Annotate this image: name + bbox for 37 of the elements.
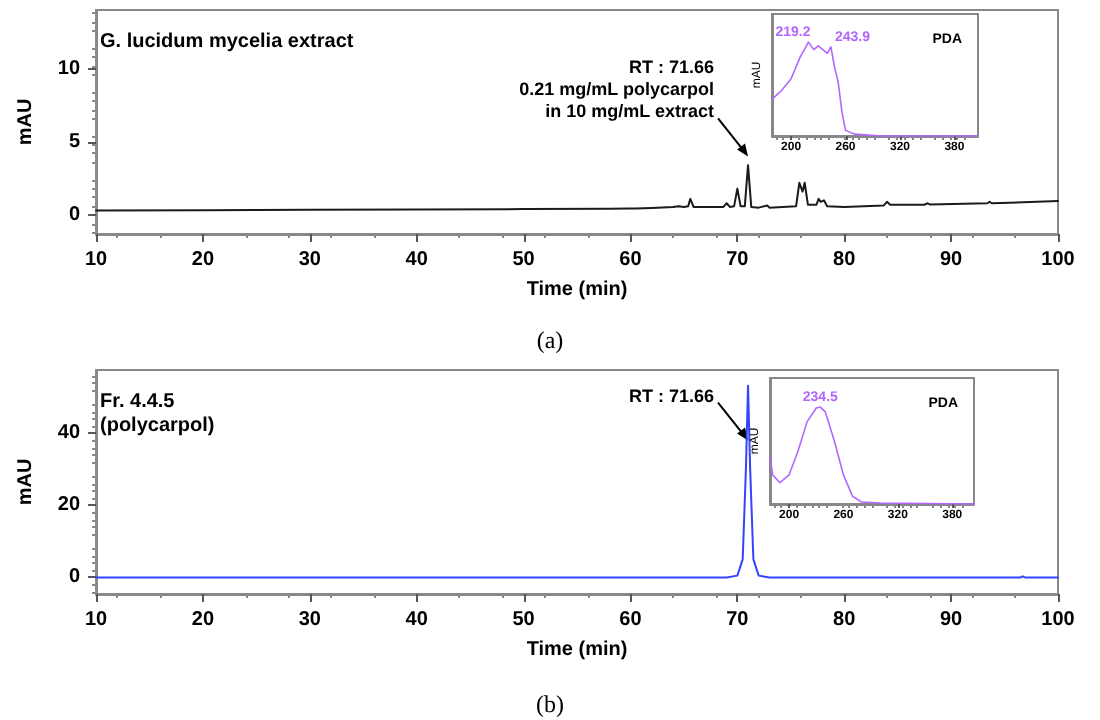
x-tick-label: 100 (1041, 609, 1076, 631)
x-tick-label: 60 (619, 609, 643, 631)
text: (b) (536, 690, 565, 718)
x-tick-label: 60 (619, 249, 643, 271)
text: (a) (536, 326, 564, 354)
text: Fr. 4.4.5 (polycarpol) (100, 391, 215, 437)
y-tick-label: 0 (68, 203, 81, 226)
x-tick-label: 70 (726, 609, 750, 631)
x-tick-label: 10 (84, 609, 109, 631)
line-series (95, 384, 1059, 579)
x-tick-label: 90 (939, 249, 964, 271)
x-axis-title: Time (min) (526, 278, 628, 301)
text: G. lucidum mycelia extract (100, 31, 355, 53)
annotation: RT : 71.66 0.21 mg/mL polycarpol in 10 mg/mL extract (519, 57, 715, 122)
x-tick-label: 20 (191, 609, 215, 631)
x-tick-label: 80 (833, 609, 857, 631)
x-tick-label: 70 (726, 249, 750, 271)
y-tick-label: 10 (57, 57, 81, 80)
x-tick-label: 20 (191, 249, 215, 271)
x-tick-label: 100 (1041, 249, 1076, 271)
annotation: RT : 71.66 (628, 385, 715, 406)
x-tick-label: 40 (405, 249, 429, 271)
x-tick-label: 80 (833, 249, 857, 271)
y-axis-title: mAU (15, 458, 37, 506)
x-tick-label: 50 (512, 609, 536, 631)
x-tick-label: 30 (298, 609, 322, 631)
x-tick-label: 90 (939, 609, 964, 631)
y-tick-label: 40 (57, 422, 81, 445)
x-tick-label: 50 (512, 249, 536, 271)
x-tick-label: 10 (84, 249, 109, 271)
y-axis-title: mAU (15, 98, 37, 146)
x-tick-label: 40 (405, 609, 429, 631)
x-tick-label: 30 (298, 249, 322, 271)
y-tick-label: 0 (68, 566, 81, 589)
y-tick-label: 5 (68, 130, 81, 153)
line-series (95, 164, 1059, 212)
x-axis-title: Time (min) (526, 638, 628, 661)
